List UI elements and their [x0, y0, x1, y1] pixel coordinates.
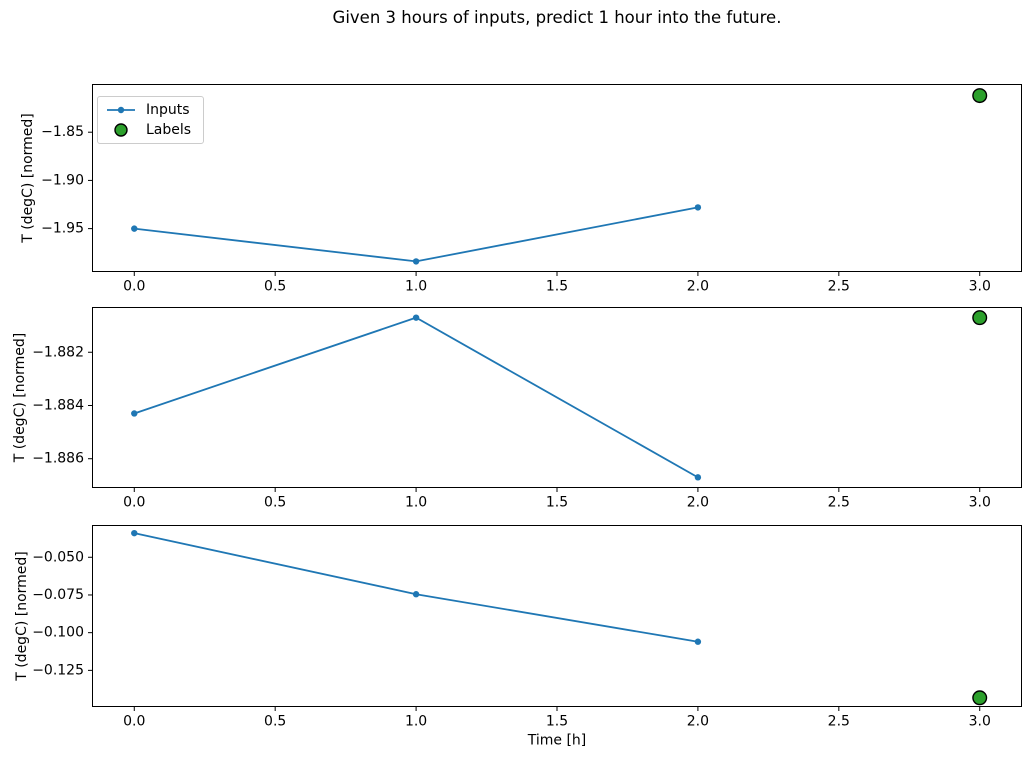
x-tick-label: 0.0 — [123, 279, 145, 295]
labels-marker — [972, 690, 988, 706]
y-tick-label: −1.882 — [32, 344, 84, 360]
y-tick-label: −1.886 — [32, 451, 84, 467]
y-tick-label: −0.100 — [32, 625, 84, 641]
inputs-marker — [412, 591, 420, 598]
inputs-marker — [131, 529, 138, 537]
x-tick-label: 1.5 — [546, 714, 568, 730]
x-tick-label: 0.5 — [264, 495, 286, 511]
x-tick-label: 2.0 — [687, 495, 709, 511]
inputs-line — [134, 206, 699, 263]
legend-label-labels: Labels — [146, 122, 192, 138]
labels-marker — [972, 88, 988, 104]
axes-frame — [92, 307, 1022, 488]
inputs-marker — [412, 314, 420, 321]
x-tick-label: 0.5 — [264, 714, 286, 730]
legend: Inputs Labels — [97, 96, 205, 144]
y-tick-label: −0.125 — [32, 662, 84, 678]
inputs-line-icon — [107, 106, 135, 114]
y-tick-label: −0.050 — [32, 549, 84, 565]
x-tick-label: 2.5 — [828, 495, 850, 511]
subplot-top: 0.0 0.5 1.0 1.5 2.0 2.5 3.0 −1.85 −1.90 −1.95 T (d… — [20, 84, 1022, 295]
figure-title: Given 3 hours of inputs, predict 1 hour … — [332, 8, 782, 27]
x-tick-label: 0.0 — [123, 714, 145, 730]
x-tick-label: 2.5 — [828, 714, 850, 730]
inputs-marker — [131, 410, 138, 417]
subplot-bottom: 0.0 0.5 1.0 1.5 2.0 2.5 3.0 −0.050 −0.075 −0.100 −… — [14, 525, 1022, 749]
inputs-line — [133, 316, 699, 479]
x-tick-label: 3.0 — [969, 495, 991, 511]
y-axis-label: T (degC) [normed] — [14, 551, 30, 682]
subplot-middle: 0.0 0.5 1.0 1.5 2.0 2.5 3.0 −1.882 −1.884 −1.886T… — [12, 307, 1022, 511]
x-tick-label: 2.0 — [687, 714, 709, 730]
y-tick-label: −1.90 — [41, 172, 84, 188]
x-tick-label: 2.5 — [828, 279, 850, 295]
x-tick-label: 0.0 — [123, 495, 145, 511]
x-tick-label: 1.0 — [405, 279, 427, 295]
x-tick-label: 2.0 — [687, 279, 709, 295]
labels-circle-icon — [114, 123, 128, 137]
axes-frame — [92, 84, 1022, 272]
x-tick-label: 3.0 — [969, 714, 991, 730]
y-tick-label: −0.075 — [32, 587, 84, 603]
y-tick-label: −1.85 — [41, 124, 84, 140]
y-tick-label: −1.884 — [32, 397, 84, 413]
x-axis-label: Time [h] — [527, 733, 587, 749]
inputs-marker — [694, 474, 702, 481]
x-tick-label: 1.5 — [546, 279, 568, 295]
y-axis-label: T (degC) [normed] — [12, 333, 28, 464]
x-tick-label: 1.0 — [405, 714, 427, 730]
inputs-marker — [412, 258, 420, 265]
x-tick-label: 0.5 — [264, 279, 286, 295]
axes-frame — [92, 525, 1022, 707]
x-tick-label: 1.5 — [546, 495, 568, 511]
legend-item-inputs: Inputs — [106, 103, 191, 117]
inputs-marker — [131, 225, 138, 232]
inputs-marker — [694, 638, 702, 645]
x-tick-label: 3.0 — [969, 279, 991, 295]
legend-label-inputs: Inputs — [146, 102, 190, 118]
inputs-marker — [694, 204, 702, 211]
x-tick-label: 1.0 — [405, 495, 427, 511]
labels-marker — [972, 310, 988, 326]
legend-item-labels: Labels — [106, 123, 191, 137]
y-tick-label: −1.95 — [41, 221, 84, 237]
inputs-line — [134, 532, 699, 643]
y-axis-label: T (degC) [normed] — [20, 113, 36, 244]
